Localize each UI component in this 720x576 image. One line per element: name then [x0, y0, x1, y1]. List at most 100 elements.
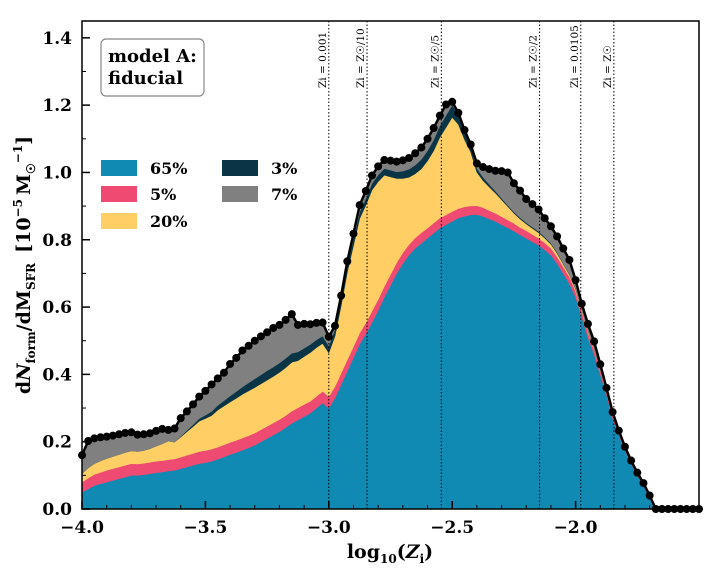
y-tick-label: 1.2 [42, 96, 72, 116]
total-point [571, 276, 580, 285]
total-point [232, 353, 241, 362]
legend: 65% 5% 20% 3% 7% [101, 159, 297, 231]
total-point [263, 328, 272, 337]
total-point [559, 244, 568, 253]
y-axis-title: dNform/dMSFR[10−5M☉−1] [11, 136, 38, 394]
total-point [596, 360, 605, 369]
total-point [330, 321, 339, 330]
total-point [435, 111, 444, 120]
total-point [503, 168, 512, 177]
total-point [411, 149, 420, 158]
total-point [337, 291, 346, 300]
total-point [522, 195, 531, 204]
total-point [417, 143, 426, 152]
reference-lines: Zi = 0.001 Zi = Z☉/10 Zi = Z☉/5 Zi = Z☉/2 Zi… [317, 21, 615, 509]
x-axis-title: log10(Zi) [347, 541, 433, 566]
y-tick-label: 0.6 [42, 298, 72, 318]
total-point [102, 432, 111, 441]
total-point [213, 374, 222, 383]
total-point [164, 425, 173, 434]
reference-line-label: Zi = Z☉/10 [355, 28, 367, 88]
total-point [540, 214, 549, 223]
total-point [127, 428, 136, 437]
total-point [639, 479, 648, 488]
legend-label-7: 7% [271, 185, 297, 204]
total-point [269, 323, 278, 332]
total-point [170, 424, 179, 433]
total-point [442, 100, 451, 109]
total-point [145, 429, 154, 438]
total-point [565, 255, 574, 264]
total-point [349, 229, 358, 238]
total-point [553, 232, 562, 241]
total-point [472, 159, 481, 168]
total-point [238, 346, 247, 355]
total-point [195, 392, 204, 401]
total-point [534, 205, 543, 214]
total-point [219, 368, 228, 377]
total-point [627, 456, 636, 465]
y-axis-ticks: 0.0 0.2 0.4 0.6 0.8 1.0 1.2 1.4 [42, 29, 90, 520]
total-point [380, 156, 389, 164]
legend-label-20: 20% [150, 212, 187, 231]
total-point [182, 407, 191, 416]
y-tick-label: 0.4 [42, 365, 72, 385]
total-point [392, 157, 401, 166]
total-point [207, 380, 216, 389]
total-point [256, 332, 265, 341]
total-point [405, 153, 414, 162]
x-tick-label: −2.5 [430, 518, 474, 538]
y-tick-label: 0.0 [42, 500, 72, 520]
total-point [608, 408, 617, 417]
total-point [133, 430, 142, 439]
y-tick-label: 1.4 [42, 29, 72, 49]
y-tick-label: 1.0 [42, 163, 72, 183]
total-point [306, 320, 315, 329]
legend-label-65: 65% [150, 159, 187, 178]
legend-swatch-5 [101, 186, 137, 202]
y-tick-label: 0.2 [42, 433, 72, 453]
total-point [108, 431, 117, 440]
plot-frame [81, 20, 700, 510]
legend-swatch-7 [222, 186, 258, 202]
total-point [590, 337, 599, 346]
total-point [516, 186, 525, 195]
total-point [577, 299, 586, 308]
total-point [152, 426, 161, 435]
total-point [509, 179, 518, 188]
total-point [367, 171, 376, 180]
total-point [448, 97, 457, 106]
total-point [96, 433, 105, 442]
annotation-line-1: model A: [108, 46, 197, 67]
reference-line-label: Zi = Z☉/5 [429, 35, 441, 88]
total-point [460, 126, 469, 135]
total-point [429, 124, 438, 133]
total-point [189, 400, 198, 409]
y-tick-label: 0.8 [42, 231, 72, 251]
total-point [497, 167, 506, 176]
total-point [620, 442, 629, 451]
total-point [275, 320, 284, 329]
total-point [583, 319, 592, 328]
x-tick-label: −2.0 [554, 518, 598, 538]
total-point [454, 108, 463, 117]
total-point [528, 200, 537, 209]
total-point [318, 318, 327, 327]
annotation-line-2: fiducial [108, 68, 183, 89]
legend-label-5: 5% [150, 185, 176, 204]
total-point [121, 428, 130, 437]
x-axis-ticks: −4.0 −3.5 −3.0 −2.5 −2.0 [60, 501, 675, 538]
total-point [633, 468, 642, 477]
total-point [423, 134, 432, 143]
total-point [343, 257, 352, 266]
total-point [374, 162, 383, 171]
total-point [485, 165, 494, 174]
total-point [479, 163, 488, 172]
x-tick-label: −3.5 [183, 518, 227, 538]
total-point [312, 318, 321, 327]
total-point [491, 166, 500, 175]
total-point [602, 383, 611, 392]
total-point [398, 156, 407, 165]
total-point [115, 430, 124, 439]
total-point [158, 424, 167, 433]
